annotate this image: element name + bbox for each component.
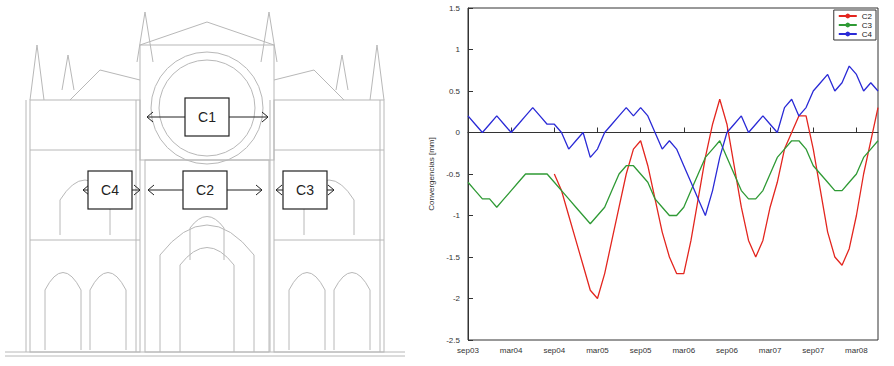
svg-text:1.5: 1.5 — [449, 4, 461, 13]
svg-text:0: 0 — [456, 128, 461, 137]
svg-text:C3: C3 — [296, 182, 314, 198]
svg-text:Convergencias [mm]: Convergencias [mm] — [427, 137, 436, 210]
svg-text:sep04: sep04 — [543, 346, 565, 355]
svg-text:-2.5: -2.5 — [446, 336, 460, 345]
svg-text:sep05: sep05 — [630, 346, 652, 355]
svg-text:C2: C2 — [196, 182, 214, 198]
svg-text:mar04: mar04 — [500, 346, 523, 355]
svg-text:mar08: mar08 — [845, 346, 868, 355]
svg-text:-1: -1 — [453, 211, 461, 220]
svg-text:sep06: sep06 — [716, 346, 738, 355]
svg-text:0.5: 0.5 — [449, 87, 461, 96]
svg-text:-2: -2 — [453, 294, 461, 303]
svg-text:-1.5: -1.5 — [446, 253, 460, 262]
svg-text:sep03: sep03 — [457, 346, 479, 355]
svg-text:C2: C2 — [862, 12, 873, 21]
svg-text:mar06: mar06 — [672, 346, 695, 355]
svg-text:mar07: mar07 — [759, 346, 782, 355]
svg-text:C3: C3 — [862, 21, 873, 30]
svg-text:sep07: sep07 — [802, 346, 824, 355]
svg-text:C1: C1 — [198, 109, 216, 125]
svg-text:C4: C4 — [101, 182, 119, 198]
svg-text:mar05: mar05 — [586, 346, 609, 355]
svg-text:-0.5: -0.5 — [446, 170, 460, 179]
svg-text:C4: C4 — [862, 30, 873, 39]
svg-text:1: 1 — [456, 45, 461, 54]
